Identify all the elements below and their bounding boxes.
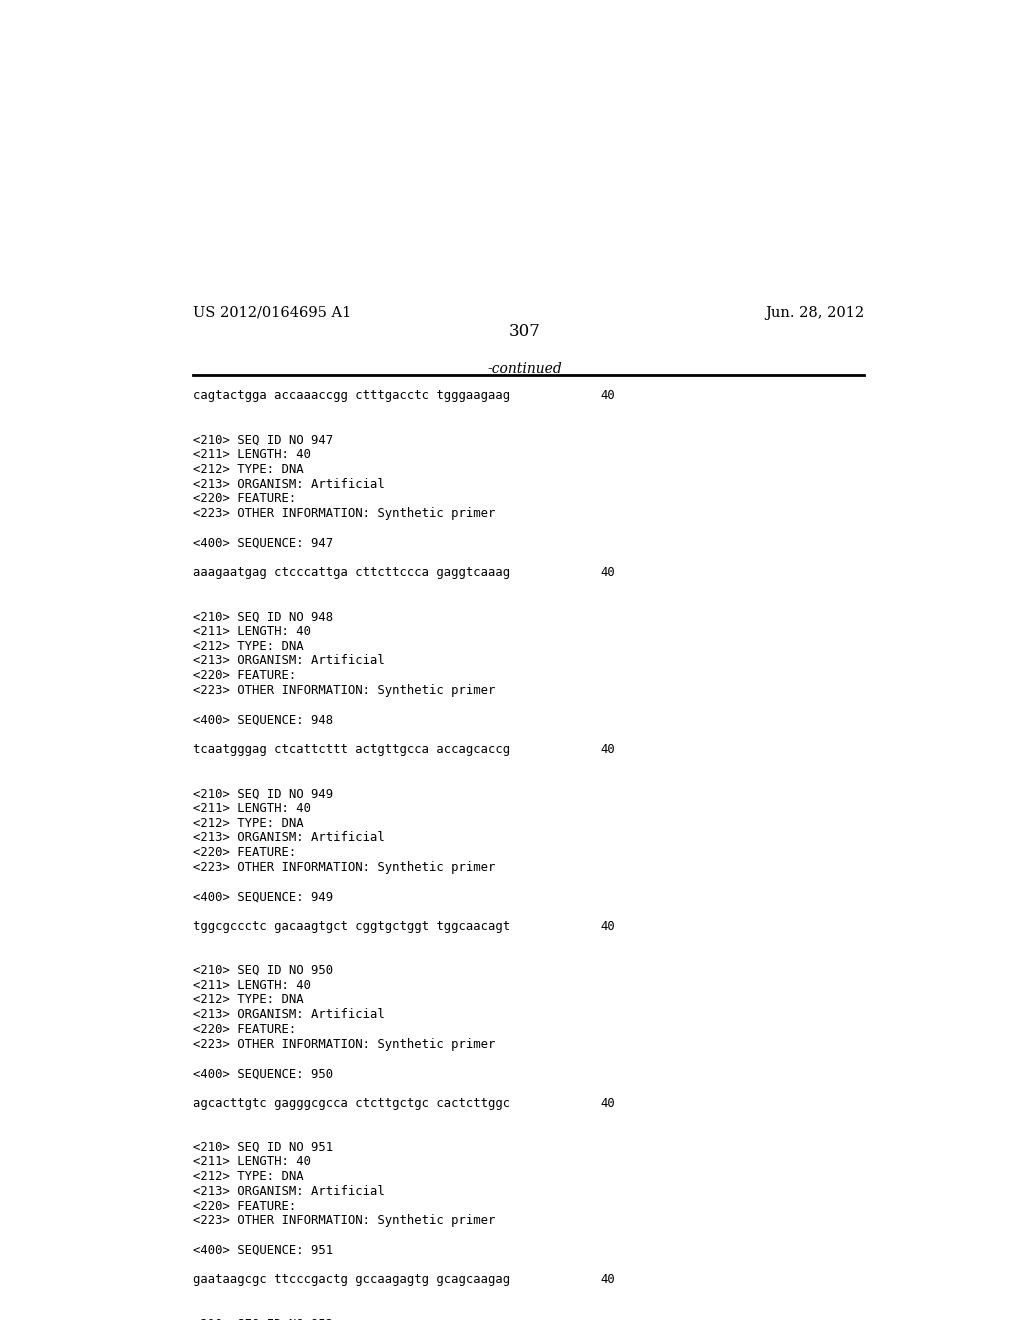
- Text: 307: 307: [509, 323, 541, 341]
- Text: 40: 40: [600, 566, 615, 579]
- Text: <220> FEATURE:: <220> FEATURE:: [194, 846, 296, 859]
- Text: <213> ORGANISM: Artificial: <213> ORGANISM: Artificial: [194, 478, 385, 491]
- Text: 40: 40: [600, 389, 615, 403]
- Text: <213> ORGANISM: Artificial: <213> ORGANISM: Artificial: [194, 832, 385, 845]
- Text: <220> FEATURE:: <220> FEATURE:: [194, 492, 296, 506]
- Text: <212> TYPE: DNA: <212> TYPE: DNA: [194, 1171, 304, 1183]
- Text: tggcgccctc gacaagtgct cggtgctggt tggcaacagt: tggcgccctc gacaagtgct cggtgctggt tggcaac…: [194, 920, 510, 933]
- Text: 40: 40: [600, 743, 615, 756]
- Text: <400> SEQUENCE: 951: <400> SEQUENCE: 951: [194, 1243, 333, 1257]
- Text: <400> SEQUENCE: 950: <400> SEQUENCE: 950: [194, 1067, 333, 1080]
- Text: gaataagcgc ttcccgactg gccaagagtg gcagcaagag: gaataagcgc ttcccgactg gccaagagtg gcagcaa…: [194, 1274, 510, 1287]
- Text: 40: 40: [600, 1274, 615, 1287]
- Text: <210> SEQ ID NO 949: <210> SEQ ID NO 949: [194, 787, 333, 800]
- Text: <212> TYPE: DNA: <212> TYPE: DNA: [194, 640, 304, 652]
- Text: <213> ORGANISM: Artificial: <213> ORGANISM: Artificial: [194, 655, 385, 668]
- Text: 40: 40: [600, 1097, 615, 1110]
- Text: <213> ORGANISM: Artificial: <213> ORGANISM: Artificial: [194, 1185, 385, 1199]
- Text: <223> OTHER INFORMATION: Synthetic primer: <223> OTHER INFORMATION: Synthetic prime…: [194, 861, 496, 874]
- Text: <223> OTHER INFORMATION: Synthetic primer: <223> OTHER INFORMATION: Synthetic prime…: [194, 1214, 496, 1228]
- Text: cagtactgga accaaaccgg ctttgacctc tgggaagaag: cagtactgga accaaaccgg ctttgacctc tgggaag…: [194, 389, 510, 403]
- Text: <210> SEQ ID NO 948: <210> SEQ ID NO 948: [194, 610, 333, 623]
- Text: <210> SEQ ID NO 947: <210> SEQ ID NO 947: [194, 433, 333, 446]
- Text: <212> TYPE: DNA: <212> TYPE: DNA: [194, 817, 304, 829]
- Text: <223> OTHER INFORMATION: Synthetic primer: <223> OTHER INFORMATION: Synthetic prime…: [194, 1038, 496, 1051]
- Text: <400> SEQUENCE: 949: <400> SEQUENCE: 949: [194, 890, 333, 903]
- Text: tcaatgggag ctcattcttt actgttgcca accagcaccg: tcaatgggag ctcattcttt actgttgcca accagca…: [194, 743, 510, 756]
- Text: <400> SEQUENCE: 947: <400> SEQUENCE: 947: [194, 536, 333, 549]
- Text: <210> SEQ ID NO 952: <210> SEQ ID NO 952: [194, 1317, 333, 1320]
- Text: <211> LENGTH: 40: <211> LENGTH: 40: [194, 978, 311, 991]
- Text: agcacttgtc gagggcgcca ctcttgctgc cactcttggc: agcacttgtc gagggcgcca ctcttgctgc cactctt…: [194, 1097, 510, 1110]
- Text: aaagaatgag ctcccattga cttcttccca gaggtcaaag: aaagaatgag ctcccattga cttcttccca gaggtca…: [194, 566, 510, 579]
- Text: <210> SEQ ID NO 950: <210> SEQ ID NO 950: [194, 964, 333, 977]
- Text: -continued: -continued: [487, 362, 562, 376]
- Text: <211> LENGTH: 40: <211> LENGTH: 40: [194, 447, 311, 461]
- Text: <220> FEATURE:: <220> FEATURE:: [194, 1200, 296, 1213]
- Text: 40: 40: [600, 920, 615, 933]
- Text: <211> LENGTH: 40: <211> LENGTH: 40: [194, 1155, 311, 1168]
- Text: <223> OTHER INFORMATION: Synthetic primer: <223> OTHER INFORMATION: Synthetic prime…: [194, 684, 496, 697]
- Text: <213> ORGANISM: Artificial: <213> ORGANISM: Artificial: [194, 1008, 385, 1022]
- Text: Jun. 28, 2012: Jun. 28, 2012: [765, 306, 864, 319]
- Text: <212> TYPE: DNA: <212> TYPE: DNA: [194, 463, 304, 475]
- Text: US 2012/0164695 A1: US 2012/0164695 A1: [194, 306, 351, 319]
- Text: <210> SEQ ID NO 951: <210> SEQ ID NO 951: [194, 1140, 333, 1154]
- Text: <211> LENGTH: 40: <211> LENGTH: 40: [194, 801, 311, 814]
- Text: <212> TYPE: DNA: <212> TYPE: DNA: [194, 994, 304, 1006]
- Text: <400> SEQUENCE: 948: <400> SEQUENCE: 948: [194, 713, 333, 726]
- Text: <211> LENGTH: 40: <211> LENGTH: 40: [194, 624, 311, 638]
- Text: <220> FEATURE:: <220> FEATURE:: [194, 1023, 296, 1036]
- Text: <220> FEATURE:: <220> FEATURE:: [194, 669, 296, 682]
- Text: <223> OTHER INFORMATION: Synthetic primer: <223> OTHER INFORMATION: Synthetic prime…: [194, 507, 496, 520]
